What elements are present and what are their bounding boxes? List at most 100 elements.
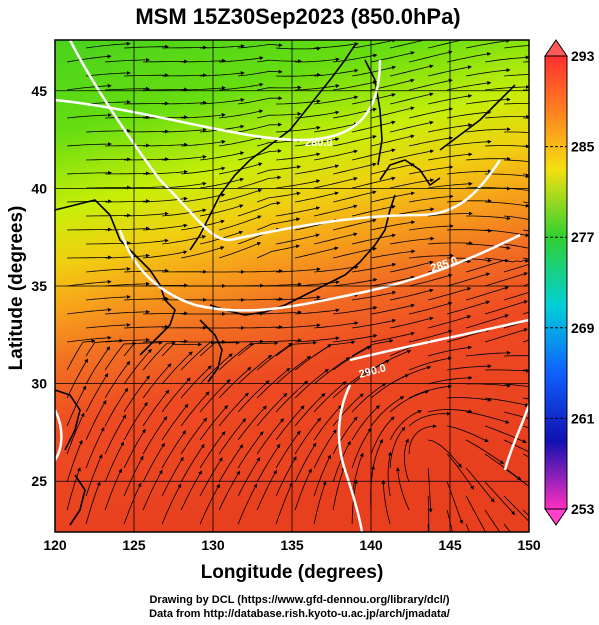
contour-280b — [68, 40, 502, 242]
streamline — [200, 97, 245, 105]
streamline — [446, 453, 475, 490]
streamline — [352, 148, 396, 161]
streamline — [295, 308, 340, 315]
streamline — [123, 401, 148, 441]
streamline — [257, 85, 302, 91]
streamline — [142, 341, 176, 371]
streamline — [314, 321, 359, 329]
streamline — [66, 439, 83, 483]
streamline — [447, 110, 492, 119]
streamline — [409, 301, 453, 315]
streamline — [162, 100, 207, 105]
streamline — [124, 184, 169, 189]
streamline — [66, 339, 96, 371]
streamline — [105, 143, 150, 148]
streamline — [465, 523, 470, 532]
streamline — [395, 467, 410, 511]
x-tick-label: 125 — [122, 537, 146, 553]
streamline — [332, 416, 358, 455]
streamline — [161, 351, 193, 385]
streamline — [465, 439, 504, 464]
streamline — [86, 185, 131, 190]
streamline — [427, 495, 430, 532]
streamline — [142, 416, 168, 455]
streamline — [466, 97, 511, 105]
streamline — [85, 373, 109, 413]
y-tick-label: 35 — [31, 278, 47, 294]
streamline — [295, 110, 340, 119]
streamline — [86, 157, 131, 162]
streamline — [294, 344, 332, 371]
streamline — [66, 467, 81, 511]
streamline — [67, 113, 112, 119]
streamline — [333, 53, 378, 63]
streamline — [371, 220, 416, 231]
streamline — [313, 357, 350, 385]
streamline — [313, 454, 331, 497]
streamline — [333, 80, 378, 91]
streamline — [370, 416, 395, 455]
streamline — [124, 268, 169, 273]
streamline — [484, 481, 516, 516]
streamline — [313, 381, 347, 413]
streamline — [352, 176, 396, 189]
streamline — [390, 288, 434, 301]
streamline — [484, 425, 527, 443]
streamline — [332, 393, 364, 427]
streamline — [123, 340, 163, 357]
streamline — [105, 57, 150, 63]
streamline — [161, 403, 189, 441]
streamline — [447, 139, 492, 147]
streamline — [485, 85, 529, 91]
streamline — [124, 129, 169, 134]
streamline — [218, 215, 262, 231]
streamline — [218, 392, 249, 427]
streamline — [314, 149, 358, 161]
streamline — [143, 311, 188, 316]
streamline — [199, 379, 231, 413]
streamline — [85, 481, 101, 525]
streamline — [447, 199, 492, 204]
streamline — [389, 390, 430, 413]
colorbar-tick-label: 277 — [571, 229, 595, 245]
streamline — [465, 314, 509, 329]
streamline — [143, 142, 188, 147]
streamline — [275, 482, 293, 525]
streamline — [104, 387, 129, 427]
streamline — [351, 359, 390, 385]
streamline — [371, 303, 415, 315]
streamline — [276, 179, 321, 189]
streamline — [390, 40, 434, 49]
streamline — [313, 405, 343, 441]
streamline — [295, 137, 340, 147]
streamlines — [66, 40, 529, 532]
x-tick-label: 140 — [359, 537, 383, 553]
streamline — [390, 64, 434, 77]
streamline — [219, 135, 263, 147]
streamline — [371, 275, 415, 287]
streamline — [67, 170, 112, 175]
streamline — [314, 95, 359, 105]
plot-frame — [54, 39, 530, 533]
streamline — [200, 44, 245, 49]
streamline — [485, 368, 529, 373]
streamline — [200, 71, 245, 77]
streamline — [371, 134, 415, 147]
streamline — [181, 113, 226, 119]
streamline — [503, 291, 529, 301]
streamline — [162, 45, 207, 50]
streamline — [86, 41, 131, 49]
chart-title: MSM 15Z30Sep2023 (850.0hPa) — [135, 4, 460, 29]
streamline — [256, 165, 302, 175]
streamline — [67, 83, 112, 91]
streamline — [256, 418, 285, 455]
streamline — [218, 470, 241, 511]
plot-overlays: 280.0 285.0 290.0 — [55, 40, 529, 532]
streamline — [352, 262, 397, 273]
streamline — [237, 175, 282, 189]
streamline — [409, 224, 454, 231]
streamline — [390, 178, 435, 189]
streamline — [371, 51, 415, 63]
y-tick-label: 30 — [31, 376, 47, 392]
streamline — [504, 74, 529, 77]
